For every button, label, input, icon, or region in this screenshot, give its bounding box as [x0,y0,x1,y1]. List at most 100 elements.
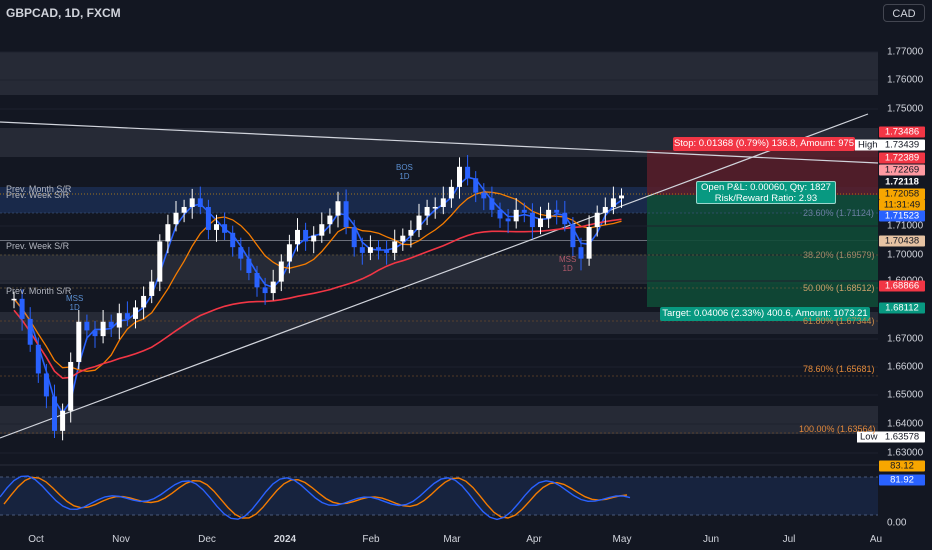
candle-body [205,206,211,230]
price-label: 1.66000 [887,361,924,373]
candle-body [43,373,49,397]
price-label: 1.76000 [887,74,924,86]
stoch-d-tag: 83.12 [879,460,925,472]
currency-button[interactable]: CAD [883,4,925,22]
target-label[interactable]: Target: 0.04006 (2.33%) 400.6, Amount: 1… [660,307,870,321]
mss-tf: 1D [562,264,573,273]
candle-body [319,224,325,236]
fib-618-label: 61.80% (1.67344) [803,316,875,326]
candle-body [448,186,454,199]
bottom-price-tag: 1.68866 [879,280,925,292]
candle-body [408,229,414,236]
candle-body [554,209,560,213]
stoch-k-tag: 81.92 [879,474,925,486]
candle-body [489,198,495,210]
mss-marker: MSS 1D [66,294,83,312]
candle-body [343,201,349,228]
time-label: Jul [782,534,796,545]
candle-body [513,209,519,222]
stoch-band [0,477,878,515]
trendline-upper [0,121,879,164]
candle-body [60,410,66,431]
price-label: 1.75000 [887,103,924,115]
price-label: 1.77000 [887,46,924,58]
bos-tf: 1D [399,172,410,181]
last-price-tag: 1.72058 [879,188,925,200]
time-label: Apr [526,534,542,545]
candle-body [465,166,471,179]
time-label: Dec [198,534,216,545]
trendline-lower [0,113,869,439]
candle-body [594,212,600,228]
candle-body [35,344,41,374]
sr-zone [0,52,878,95]
stoch-d-line [3,476,628,519]
candle-body [384,250,390,253]
price-label: 1.65000 [887,389,924,401]
candle-body [92,330,98,337]
candle-body [335,201,341,216]
candle-body [327,215,333,225]
price-label: 1.63000 [887,447,924,459]
candle-body [351,227,357,248]
prev-month-sr-label: Prev. Month S/R [6,184,72,194]
pink-price-tag: 1.72269 [879,164,925,176]
candle-body [165,224,171,242]
stop-price-tag: 1.73486 [879,126,925,138]
candle-body [505,218,511,222]
mss-marker-bearish: MSS 1D [559,255,576,273]
candle-body [278,261,284,282]
symbol-title: GBPCAD, 1D, FXCM [6,6,121,20]
mss-text: MSS [66,294,84,303]
brown-price-tag: 1.70438 [879,235,925,247]
ema-slow-line [13,218,622,380]
fib-382-label: 38.20% (1.69579) [803,250,875,260]
prev-week-line [0,240,878,241]
sr-zone [0,312,878,334]
rr-line: Risk/Reward Ratio: 2.93 [714,193,818,204]
time-label: Nov [112,534,130,545]
candle-body [497,209,503,219]
stop-loss-label[interactable]: Stop: 0.01368 (0.79%) 136.8, Amount: 975 [673,137,855,151]
pnl-line: Open P&L: 0.00060, Qty: 1827 [701,182,831,193]
candle-body [149,281,155,296]
candle-body [376,247,381,251]
sr-zone [0,406,878,434]
low-label: Low [857,431,881,443]
price-label: 1.67000 [887,333,924,345]
candle-body [416,215,422,230]
prev-week-sr-label: Prev. Week S/R [6,241,70,251]
candle-body [133,307,138,319]
candle-body [473,178,479,193]
time-label: 2024 [273,534,297,545]
bos-marker: BOS 1D [396,163,413,181]
prev-month-sr-label: Prev. Month S/R [6,286,72,296]
fib-500-label: 50.00% (1.68512) [803,283,875,293]
candle-body [286,244,292,262]
candle-body [11,298,17,301]
candle-body [311,235,317,242]
candle-body [424,206,430,216]
candle-body [481,192,487,199]
candle-body [457,166,462,187]
candle-body [157,241,163,282]
bos-text: BOS [396,163,413,172]
mss-tf: 1D [69,303,80,312]
time-label: Feb [362,534,380,545]
time-label: Jun [702,534,720,545]
candle-body [440,198,446,207]
candle-body [222,224,228,233]
pnl-label[interactable]: Open P&L: 0.00060, Qty: 1827 Risk/Reward… [696,181,836,204]
price-tag: 1.72118 [879,176,925,188]
time-label: Mar [443,534,461,545]
prev-week-sr-label: Prev. Week S/R [6,190,70,200]
red-price-tag: 1.72389 [879,152,925,164]
candle-body [19,298,25,319]
candle-body [52,396,57,431]
candle-body [108,321,114,328]
time-label: Au [869,534,883,545]
candle-body [359,247,365,253]
candle-body [84,321,90,331]
candle-body [116,313,122,328]
